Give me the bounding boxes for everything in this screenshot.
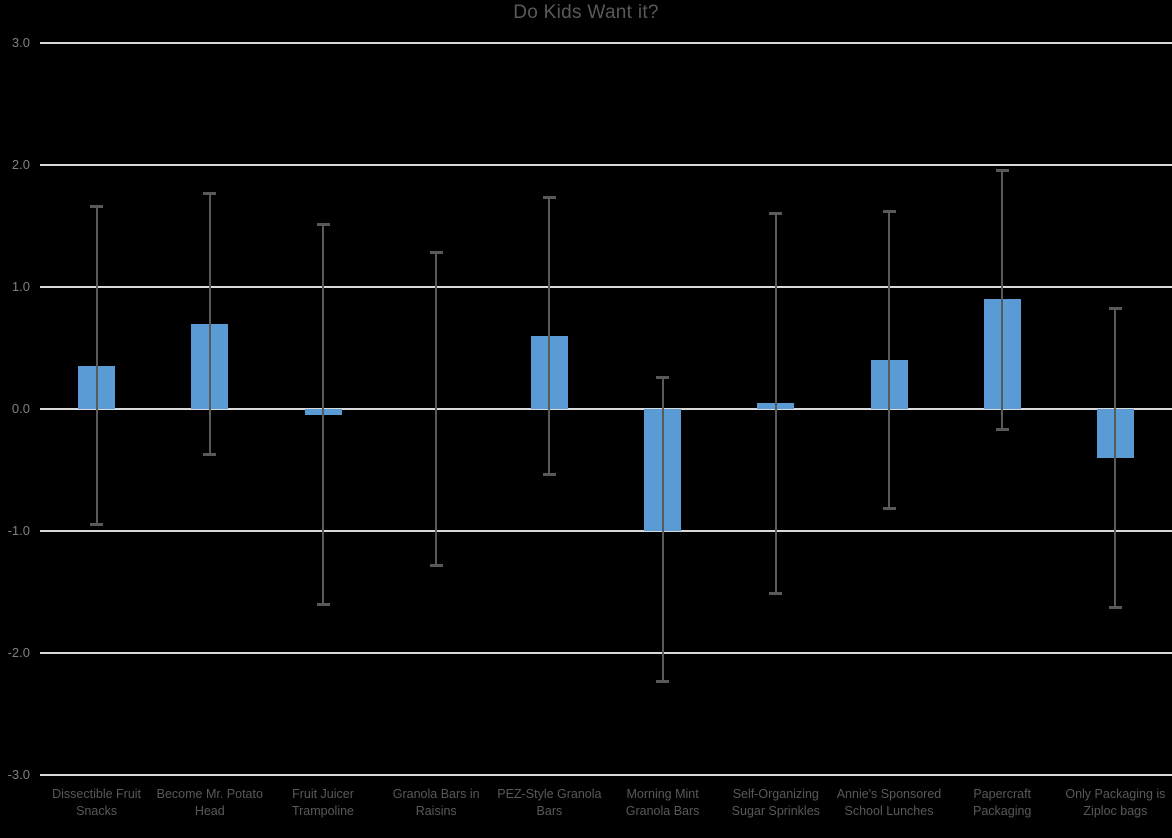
error-bar-cap-bottom [429, 564, 443, 568]
error-bar-line [1114, 307, 1117, 608]
error-bar-cap-top [882, 210, 896, 214]
x-category-label: Dissectible Fruit Snacks [52, 787, 142, 818]
x-category-label: Only Packaging is Ziploc bags [1065, 787, 1166, 818]
gridline [40, 530, 1172, 532]
error-bar-cap-bottom [316, 603, 330, 607]
error-bar-cap-top [995, 168, 1009, 172]
x-category-label: Granola Bars in Raisins [392, 787, 480, 818]
y-tick-label: -3.0 [7, 767, 30, 782]
error-bar-line [435, 251, 438, 567]
error-bar-line [322, 223, 324, 606]
error-bar-cap-top [769, 211, 783, 215]
y-tick-label: 1.0 [11, 279, 30, 294]
x-category-label: Self-Organizing Sugar Sprinkles [731, 787, 820, 818]
error-bar-cap-bottom [769, 592, 783, 596]
y-tick-label: 3.0 [11, 35, 30, 50]
error-bar-line [208, 193, 211, 456]
error-bar-cap-top [90, 205, 104, 209]
gridline [40, 286, 1172, 288]
y-tick-label: 2.0 [11, 157, 30, 172]
gridline [40, 164, 1172, 166]
error-bar-cap-bottom [90, 522, 104, 526]
y-tick-label: 0.0 [11, 401, 30, 416]
x-category-label: Annie's Sponsored School Lunches [836, 787, 942, 818]
error-bar-line [774, 212, 777, 595]
x-category-label: PEZ-Style Granola Bars [497, 787, 602, 818]
error-bar-cap-bottom [203, 453, 217, 457]
x-category-label: Become Mr. Potato Head [156, 787, 263, 818]
error-bar-cap-bottom [542, 472, 556, 476]
gridline [40, 408, 1172, 410]
error-bar-cap-top [203, 192, 217, 196]
error-bar-line [661, 377, 664, 683]
gridline [40, 774, 1172, 776]
error-bar-cap-bottom [1108, 605, 1122, 609]
error-bar-line [95, 206, 98, 525]
error-bar-cap-bottom [882, 507, 896, 511]
error-bar-cap-top [316, 222, 330, 226]
error-bar-cap-top [542, 195, 556, 199]
error-bar-line [548, 196, 551, 475]
error-bar-line [888, 211, 890, 510]
error-bar-cap-top [429, 250, 443, 254]
gridline [40, 42, 1172, 44]
chart-title: Do Kids Want it? [513, 2, 659, 23]
y-tick-label: -2.0 [7, 645, 30, 660]
error-bar-line [1001, 169, 1004, 430]
x-category-label: Papercraft Packaging [973, 787, 1032, 818]
y-tick-label: -1.0 [7, 523, 30, 538]
error-bar-cap-top [656, 376, 670, 380]
error-bar-cap-bottom [656, 680, 670, 684]
x-category-label: Fruit Juicer Trampoline [291, 787, 355, 818]
x-category-label: Morning Mint Granola Bars [625, 787, 700, 818]
gridline [40, 652, 1172, 654]
error-bar-cap-bottom [995, 427, 1009, 431]
error-bar-cap-top [1108, 306, 1122, 310]
